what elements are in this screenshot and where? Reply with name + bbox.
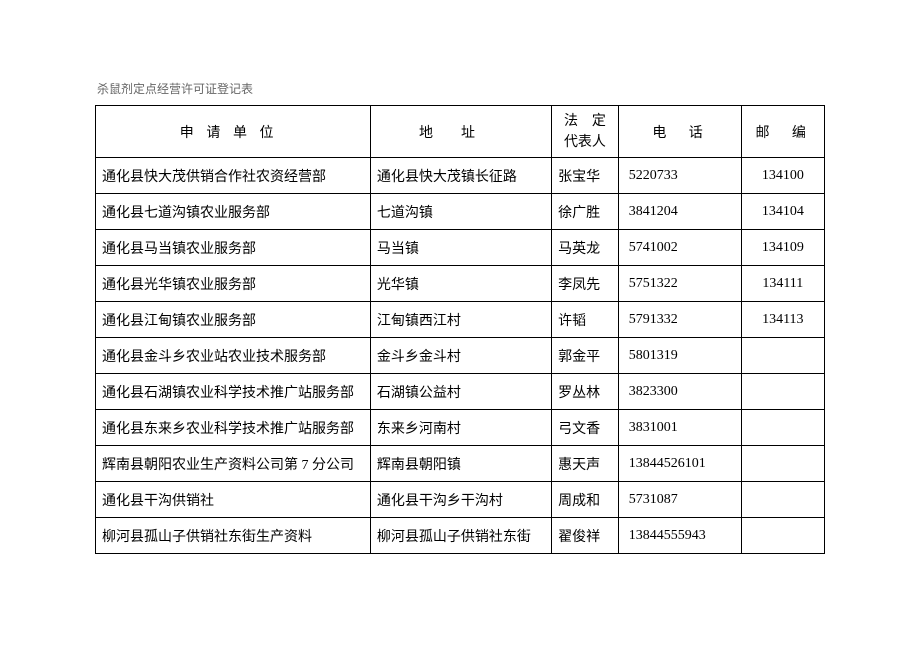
cell-address: 江甸镇西江村 <box>370 302 551 338</box>
cell-rep: 罗丛林 <box>552 374 619 410</box>
registration-table: 申请单位 地址 法 定 代表人 电 话 邮 编 通化县快大茂供销合作社农资经营部… <box>95 105 825 554</box>
cell-tel: 5220733 <box>618 158 741 194</box>
cell-zip <box>741 338 824 374</box>
cell-rep: 郭金平 <box>552 338 619 374</box>
cell-tel: 3831001 <box>618 410 741 446</box>
cell-rep: 翟俊祥 <box>552 518 619 554</box>
cell-tel: 13844555943 <box>618 518 741 554</box>
col-header-unit: 申请单位 <box>96 106 371 158</box>
col-header-tel: 电 话 <box>618 106 741 158</box>
cell-zip <box>741 446 824 482</box>
table-row: 通化县金斗乡农业站农业技术服务部金斗乡金斗村郭金平5801319 <box>96 338 825 374</box>
cell-tel: 13844526101 <box>618 446 741 482</box>
table-row: 柳河县孤山子供销社东街生产资料柳河县孤山子供销社东街翟俊祥13844555943 <box>96 518 825 554</box>
cell-unit: 通化县石湖镇农业科学技术推广站服务部 <box>96 374 371 410</box>
cell-rep: 马英龙 <box>552 230 619 266</box>
page-title: 杀鼠剂定点经营许可证登记表 <box>95 80 825 97</box>
cell-zip: 134104 <box>741 194 824 230</box>
cell-unit: 通化县七道沟镇农业服务部 <box>96 194 371 230</box>
table-row: 通化县东来乡农业科学技术推广站服务部东来乡河南村弓文香3831001 <box>96 410 825 446</box>
cell-unit: 辉南县朝阳农业生产资料公司第 7 分公司 <box>96 446 371 482</box>
table-row: 辉南县朝阳农业生产资料公司第 7 分公司辉南县朝阳镇惠天声13844526101 <box>96 446 825 482</box>
cell-address: 辉南县朝阳镇 <box>370 446 551 482</box>
cell-rep: 弓文香 <box>552 410 619 446</box>
table-row: 通化县快大茂供销合作社农资经营部通化县快大茂镇长征路张宝华52207331341… <box>96 158 825 194</box>
cell-unit: 通化县马当镇农业服务部 <box>96 230 371 266</box>
cell-unit: 通化县金斗乡农业站农业技术服务部 <box>96 338 371 374</box>
cell-tel: 3841204 <box>618 194 741 230</box>
cell-address: 通化县干沟乡干沟村 <box>370 482 551 518</box>
cell-tel: 5741002 <box>618 230 741 266</box>
cell-tel: 5731087 <box>618 482 741 518</box>
cell-unit: 通化县干沟供销社 <box>96 482 371 518</box>
table-row: 通化县石湖镇农业科学技术推广站服务部石湖镇公益村罗丛林3823300 <box>96 374 825 410</box>
cell-zip: 134100 <box>741 158 824 194</box>
cell-unit: 柳河县孤山子供销社东街生产资料 <box>96 518 371 554</box>
cell-zip: 134111 <box>741 266 824 302</box>
cell-zip <box>741 374 824 410</box>
cell-tel: 5801319 <box>618 338 741 374</box>
table-row: 通化县光华镇农业服务部光华镇李凤先5751322134111 <box>96 266 825 302</box>
cell-tel: 5751322 <box>618 266 741 302</box>
cell-address: 光华镇 <box>370 266 551 302</box>
cell-rep: 徐广胜 <box>552 194 619 230</box>
cell-rep: 周成和 <box>552 482 619 518</box>
cell-address: 柳河县孤山子供销社东街 <box>370 518 551 554</box>
table-row: 通化县七道沟镇农业服务部七道沟镇徐广胜3841204134104 <box>96 194 825 230</box>
cell-zip <box>741 518 824 554</box>
cell-unit: 通化县江甸镇农业服务部 <box>96 302 371 338</box>
col-header-zip: 邮 编 <box>741 106 824 158</box>
table-row: 通化县干沟供销社通化县干沟乡干沟村周成和5731087 <box>96 482 825 518</box>
cell-address: 东来乡河南村 <box>370 410 551 446</box>
cell-zip <box>741 410 824 446</box>
cell-unit: 通化县快大茂供销合作社农资经营部 <box>96 158 371 194</box>
cell-rep: 许韬 <box>552 302 619 338</box>
cell-address: 马当镇 <box>370 230 551 266</box>
cell-address: 石湖镇公益村 <box>370 374 551 410</box>
cell-rep: 李凤先 <box>552 266 619 302</box>
cell-unit: 通化县东来乡农业科学技术推广站服务部 <box>96 410 371 446</box>
cell-rep: 惠天声 <box>552 446 619 482</box>
cell-rep: 张宝华 <box>552 158 619 194</box>
cell-address: 七道沟镇 <box>370 194 551 230</box>
col-header-address: 地址 <box>370 106 551 158</box>
cell-address: 金斗乡金斗村 <box>370 338 551 374</box>
cell-tel: 3823300 <box>618 374 741 410</box>
cell-zip: 134109 <box>741 230 824 266</box>
table-row: 通化县马当镇农业服务部马当镇马英龙5741002134109 <box>96 230 825 266</box>
cell-address: 通化县快大茂镇长征路 <box>370 158 551 194</box>
cell-unit: 通化县光华镇农业服务部 <box>96 266 371 302</box>
table-header-row: 申请单位 地址 法 定 代表人 电 话 邮 编 <box>96 106 825 158</box>
cell-zip <box>741 482 824 518</box>
cell-zip: 134113 <box>741 302 824 338</box>
col-header-rep: 法 定 代表人 <box>552 106 619 158</box>
table-row: 通化县江甸镇农业服务部江甸镇西江村许韬5791332134113 <box>96 302 825 338</box>
cell-tel: 5791332 <box>618 302 741 338</box>
